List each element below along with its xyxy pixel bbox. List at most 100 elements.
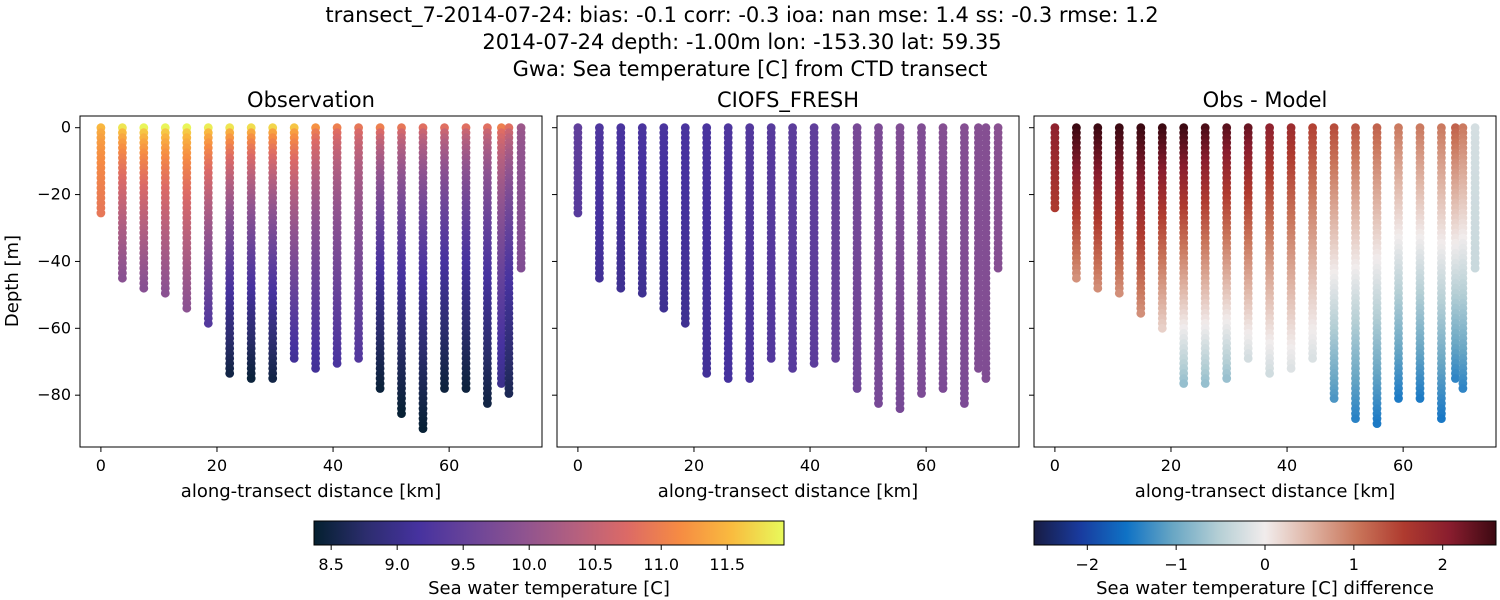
- profile-point: [225, 369, 235, 378]
- panel-title-model: CIOFS_FRESH: [717, 88, 859, 113]
- difference-x-ticks: 0 20 40 60: [1050, 447, 1413, 475]
- colorbar-tick-label: 2: [1438, 555, 1448, 574]
- panel-difference: Obs - Model 0 20 40 60 along-transect dista…: [1029, 88, 1497, 502]
- x-tick-label: 40: [1277, 456, 1297, 475]
- x-tick-label: 60: [1393, 456, 1413, 475]
- profile-point: [440, 384, 449, 393]
- profile-point: [1372, 419, 1382, 428]
- profile-point: [702, 369, 712, 378]
- observation-profiles: [96, 123, 526, 433]
- profile-point: [203, 318, 213, 328]
- figure-title-line-2: 2014-07-24 depth: -1.00m lon: -153.30 la…: [482, 30, 1001, 54]
- x-tick-label: 40: [323, 456, 343, 475]
- profile-point: [1394, 394, 1403, 403]
- profile-point: [1308, 354, 1317, 363]
- figure-title-line-3: Gwa: Sea temperature [C] from CTD transe…: [513, 57, 988, 81]
- profile-point: [397, 409, 406, 418]
- profile-point: [118, 273, 127, 283]
- profile-point: [1179, 379, 1189, 388]
- profile-point: [1415, 394, 1425, 403]
- profile-point: [1157, 323, 1167, 333]
- y-tick-label: 0: [61, 118, 71, 137]
- profile-point: [1136, 308, 1146, 318]
- profile-point: [1093, 283, 1103, 293]
- profile-point: [874, 399, 883, 408]
- y-tick-label: −40: [37, 251, 71, 270]
- difference-y-ticks: [1029, 127, 1034, 396]
- profile-point: [246, 374, 256, 383]
- colorbar-difference: −2 −1 0 1 2 Sea water temperature [C] differ…: [1033, 520, 1497, 599]
- profile-point: [516, 263, 526, 273]
- profile-point: [573, 208, 583, 218]
- profile-point: [745, 374, 755, 383]
- profile-point: [139, 283, 149, 293]
- panel-title-observation: Observation: [247, 88, 375, 112]
- colorbar-difference-ticks: −2 −1 0 1 2: [1076, 545, 1448, 574]
- difference-axes-frame: [1033, 115, 1497, 448]
- x-tick-label: 0: [573, 456, 583, 475]
- profile-point: [1329, 394, 1339, 403]
- y-tick-label: −80: [37, 385, 71, 404]
- colorbar-difference-label: Sea water temperature [C] difference: [1096, 578, 1434, 599]
- profile-point: [1222, 374, 1232, 383]
- profile-point: [461, 384, 471, 393]
- profile-point: [311, 364, 320, 373]
- profile-point: [831, 354, 840, 363]
- model-axes-frame: [556, 115, 1020, 448]
- colorbar-difference-bar: [1033, 520, 1497, 546]
- profile-point: [1200, 379, 1210, 388]
- profile-point: [1351, 414, 1360, 423]
- profile-point: [680, 318, 690, 328]
- profile-point: [852, 384, 862, 393]
- profile-point: [1286, 364, 1296, 373]
- profile-point: [1470, 263, 1480, 273]
- colorbar-tick-label: 10.0: [511, 555, 547, 574]
- y-tick-label: −60: [37, 318, 71, 337]
- model-x-ticks: 0 20 40 60: [573, 447, 936, 475]
- profile-point: [504, 389, 514, 398]
- observation-axes-frame: [79, 115, 543, 448]
- profile-point: [418, 424, 428, 433]
- colorbar-tick-label: 9.0: [384, 555, 409, 574]
- profile-point: [1451, 374, 1460, 383]
- profile-point: [766, 354, 776, 363]
- profile-point: [96, 208, 106, 218]
- x-tick-label: 20: [207, 456, 227, 475]
- profile-point: [182, 303, 192, 313]
- profile-point: [1114, 288, 1124, 298]
- y-tick-label: −20: [37, 185, 71, 204]
- colorbar-temperature-bar: [313, 520, 785, 546]
- panel-title-difference: Obs - Model: [1203, 88, 1328, 112]
- difference-x-axis-label: along-transect distance [km]: [1135, 481, 1395, 502]
- profile-point: [616, 283, 626, 293]
- x-tick-label: 20: [1161, 456, 1181, 475]
- x-tick-label: 0: [1050, 456, 1060, 475]
- profile-point: [1243, 354, 1253, 363]
- profile-point: [289, 354, 299, 363]
- model-profiles: [573, 123, 1003, 413]
- colorbar-tick-label: 1: [1349, 555, 1359, 574]
- profile-point: [981, 374, 991, 383]
- colorbar-tick-label: 9.5: [450, 555, 475, 574]
- profile-point: [595, 273, 604, 283]
- model-x-axis-label: along-transect distance [km]: [658, 481, 918, 502]
- colorbar-tick-label: 0: [1260, 555, 1270, 574]
- profile-point: [974, 364, 983, 373]
- x-tick-label: 40: [800, 456, 820, 475]
- profile-point: [723, 374, 733, 383]
- panel-model: CIOFS_FRESH 0 20 40 60 along-transect dista…: [552, 88, 1020, 502]
- profile-point: [268, 374, 278, 383]
- colorbar-tick-label: 8.5: [318, 555, 343, 574]
- x-tick-label: 60: [916, 456, 936, 475]
- profile-point: [1050, 203, 1060, 213]
- profile-point: [637, 288, 647, 298]
- x-tick-label: 20: [684, 456, 704, 475]
- profile-point: [160, 288, 170, 298]
- model-y-ticks: [552, 127, 557, 396]
- profile-point: [1458, 384, 1468, 393]
- y-axis-label: Depth [m]: [2, 235, 23, 327]
- colorbar-tick-label: 11.5: [709, 555, 745, 574]
- profile-point: [483, 399, 492, 408]
- observation-y-ticks: 0 −20 −40 −60 −80: [37, 118, 80, 404]
